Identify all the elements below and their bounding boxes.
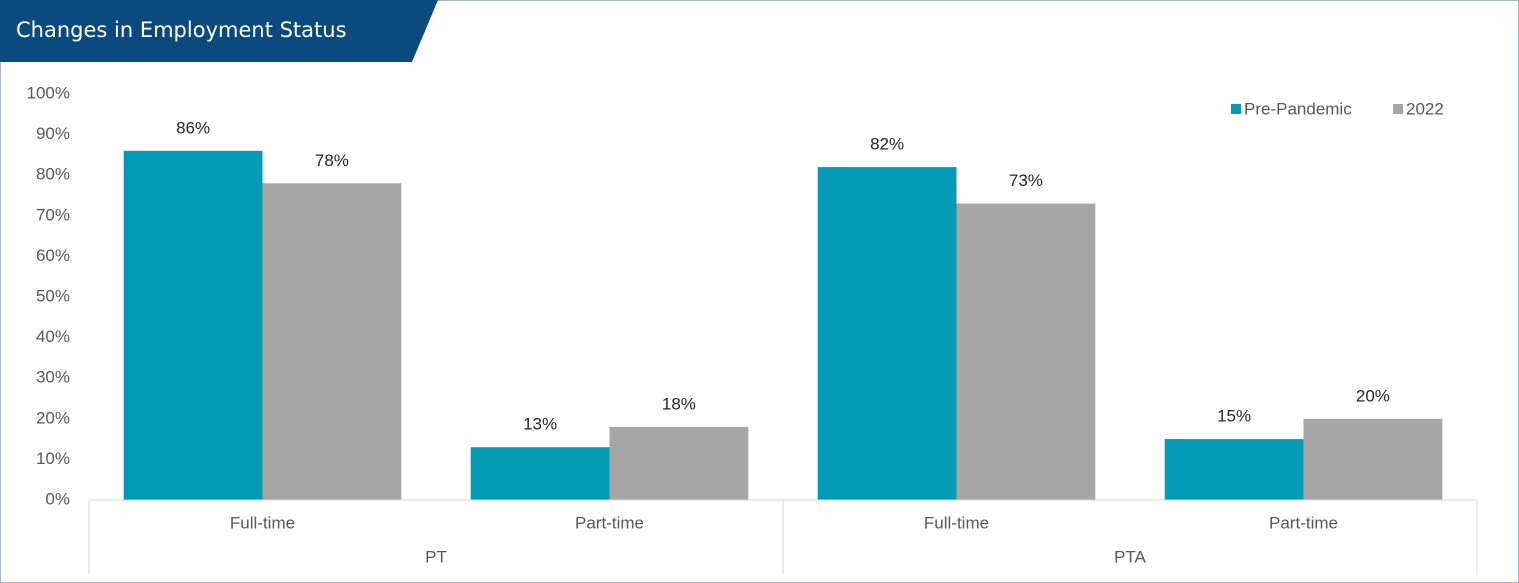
x-tick-label: Full-time bbox=[924, 513, 989, 532]
y-tick-label: 40% bbox=[36, 327, 70, 346]
value-label: 18% bbox=[662, 394, 696, 413]
y-tick-label: 20% bbox=[36, 408, 70, 427]
group-label: PT bbox=[425, 547, 447, 566]
bar bbox=[609, 426, 749, 500]
bar bbox=[1303, 418, 1443, 500]
legend-swatch bbox=[1231, 104, 1241, 114]
chart-title: Changes in Employment Status bbox=[16, 18, 347, 42]
value-label: 86% bbox=[176, 118, 210, 137]
x-tick-label: Full-time bbox=[230, 513, 295, 532]
bar bbox=[262, 183, 402, 500]
value-label: 73% bbox=[1009, 171, 1043, 190]
value-label: 13% bbox=[523, 415, 557, 434]
x-tick-label: Part-time bbox=[575, 513, 644, 532]
legend-swatch bbox=[1393, 104, 1403, 114]
value-label: 15% bbox=[1217, 407, 1251, 426]
y-tick-label: 90% bbox=[36, 124, 70, 143]
y-tick-label: 60% bbox=[36, 246, 70, 265]
y-tick-label: 100% bbox=[27, 83, 70, 102]
y-tick-label: 50% bbox=[36, 286, 70, 305]
value-label: 82% bbox=[870, 135, 904, 154]
x-tick-label: Part-time bbox=[1269, 513, 1338, 532]
bar bbox=[123, 150, 263, 500]
bar bbox=[817, 167, 957, 500]
y-tick-label: 30% bbox=[36, 368, 70, 387]
y-tick-label: 0% bbox=[45, 489, 70, 508]
y-tick-label: 70% bbox=[36, 205, 70, 224]
legend-label: 2022 bbox=[1406, 99, 1444, 118]
legend-label: Pre-Pandemic bbox=[1244, 99, 1352, 118]
bar bbox=[470, 447, 610, 500]
group-label: PTA bbox=[1114, 547, 1146, 566]
bar bbox=[956, 203, 1096, 500]
bar bbox=[1164, 439, 1304, 500]
value-label: 78% bbox=[315, 151, 349, 170]
y-tick-label: 80% bbox=[36, 165, 70, 184]
y-tick-label: 10% bbox=[36, 449, 70, 468]
value-label: 20% bbox=[1356, 386, 1390, 405]
title-banner bbox=[0, 0, 438, 62]
